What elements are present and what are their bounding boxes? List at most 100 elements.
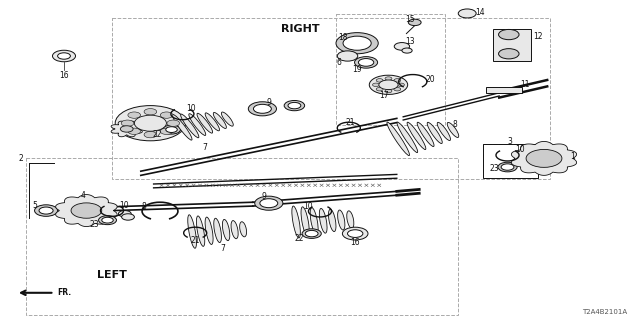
Text: 7: 7 xyxy=(220,244,225,252)
Bar xyxy=(483,144,538,178)
Text: 13: 13 xyxy=(404,37,415,46)
Circle shape xyxy=(343,36,371,50)
Circle shape xyxy=(342,227,368,240)
Polygon shape xyxy=(511,141,577,175)
Ellipse shape xyxy=(221,112,234,126)
Bar xyxy=(336,14,445,125)
Circle shape xyxy=(337,51,358,61)
Circle shape xyxy=(402,48,412,53)
Circle shape xyxy=(102,217,113,223)
Text: 5: 5 xyxy=(33,201,38,210)
Bar xyxy=(486,87,522,93)
Circle shape xyxy=(128,112,141,118)
Circle shape xyxy=(71,203,102,218)
Ellipse shape xyxy=(387,122,410,156)
Text: 10: 10 xyxy=(515,145,525,154)
Ellipse shape xyxy=(292,206,300,238)
Circle shape xyxy=(376,79,383,82)
Text: 7: 7 xyxy=(202,143,207,152)
Text: RIGHT: RIGHT xyxy=(282,24,320,34)
Bar xyxy=(26,158,458,315)
Ellipse shape xyxy=(397,122,418,153)
Text: 20: 20 xyxy=(425,75,435,84)
Circle shape xyxy=(336,33,378,54)
Text: FR.: FR. xyxy=(58,288,72,297)
Circle shape xyxy=(369,75,408,94)
Text: LEFT: LEFT xyxy=(97,270,127,280)
Circle shape xyxy=(458,9,476,18)
Circle shape xyxy=(160,112,173,118)
Text: 16: 16 xyxy=(350,238,360,247)
Circle shape xyxy=(35,205,58,216)
Text: 22: 22 xyxy=(152,130,161,139)
Circle shape xyxy=(134,115,166,131)
Text: 8: 8 xyxy=(452,120,457,129)
Ellipse shape xyxy=(427,122,442,144)
Circle shape xyxy=(385,89,392,93)
Ellipse shape xyxy=(437,122,451,140)
Polygon shape xyxy=(56,195,117,227)
Ellipse shape xyxy=(214,218,221,243)
Circle shape xyxy=(166,127,177,132)
Bar xyxy=(112,18,550,179)
Ellipse shape xyxy=(180,114,199,138)
Ellipse shape xyxy=(231,220,238,239)
Circle shape xyxy=(248,102,276,116)
Ellipse shape xyxy=(205,113,220,131)
Text: 10: 10 xyxy=(303,202,314,211)
Ellipse shape xyxy=(189,114,205,135)
Text: 10: 10 xyxy=(118,201,129,210)
Ellipse shape xyxy=(301,207,309,236)
Circle shape xyxy=(255,196,283,210)
Ellipse shape xyxy=(213,112,227,128)
Circle shape xyxy=(163,125,180,134)
Circle shape xyxy=(348,230,363,237)
Text: 22: 22 xyxy=(294,234,303,243)
Text: 6: 6 xyxy=(337,58,342,67)
Text: 9: 9 xyxy=(262,192,267,201)
Circle shape xyxy=(526,149,562,167)
Ellipse shape xyxy=(172,115,192,140)
Text: 23: 23 xyxy=(489,164,499,173)
Circle shape xyxy=(355,57,378,68)
Ellipse shape xyxy=(310,208,318,235)
Text: 21: 21 xyxy=(346,118,355,127)
Circle shape xyxy=(167,120,180,126)
Text: 18: 18 xyxy=(339,33,348,42)
Circle shape xyxy=(260,199,278,208)
Ellipse shape xyxy=(328,209,336,232)
Circle shape xyxy=(121,120,134,126)
Ellipse shape xyxy=(347,211,354,228)
Circle shape xyxy=(58,53,70,59)
Circle shape xyxy=(499,49,519,59)
Text: 17: 17 xyxy=(379,91,389,100)
Ellipse shape xyxy=(223,220,230,241)
Text: 4: 4 xyxy=(81,191,86,200)
Circle shape xyxy=(39,207,53,214)
Text: 12: 12 xyxy=(533,32,542,41)
Ellipse shape xyxy=(196,216,205,246)
Circle shape xyxy=(305,230,318,237)
Circle shape xyxy=(358,59,374,66)
Circle shape xyxy=(99,216,116,225)
Ellipse shape xyxy=(197,113,212,133)
Circle shape xyxy=(122,214,134,220)
Circle shape xyxy=(379,80,398,90)
Text: 14: 14 xyxy=(475,8,485,17)
Ellipse shape xyxy=(338,210,345,230)
Text: 11: 11 xyxy=(520,80,529,89)
Text: 19: 19 xyxy=(352,65,362,74)
Circle shape xyxy=(385,77,392,80)
Circle shape xyxy=(118,211,131,217)
Text: 3: 3 xyxy=(508,137,513,146)
Bar xyxy=(483,144,538,178)
Ellipse shape xyxy=(239,222,246,237)
Circle shape xyxy=(394,79,401,82)
Circle shape xyxy=(499,29,519,40)
Ellipse shape xyxy=(319,208,327,233)
Ellipse shape xyxy=(447,123,459,138)
Circle shape xyxy=(288,102,301,109)
Ellipse shape xyxy=(417,122,434,147)
Text: 10: 10 xyxy=(186,104,196,113)
Circle shape xyxy=(394,87,401,91)
